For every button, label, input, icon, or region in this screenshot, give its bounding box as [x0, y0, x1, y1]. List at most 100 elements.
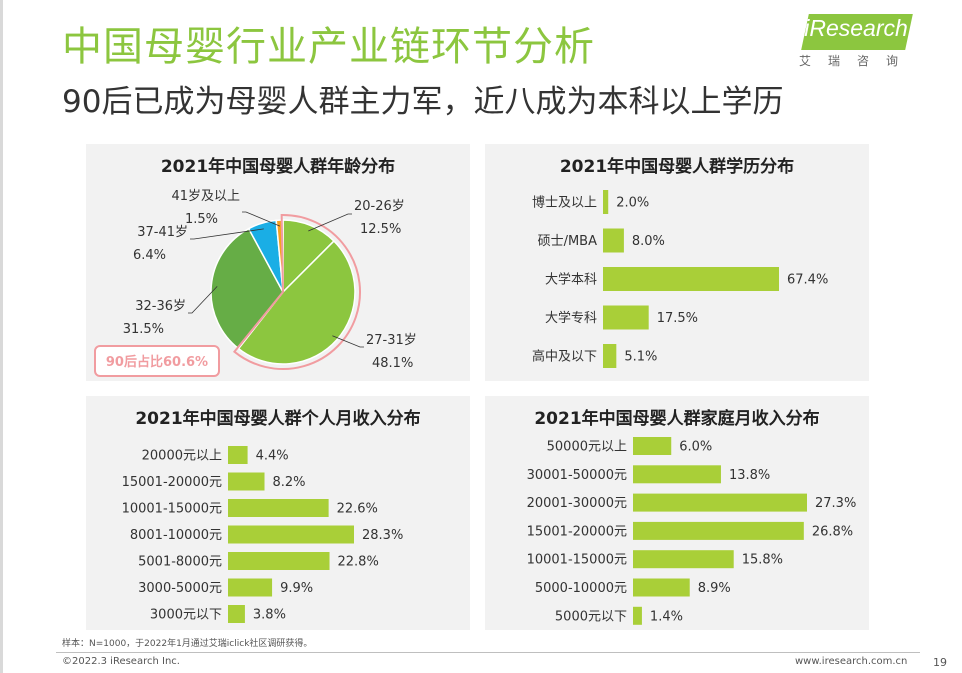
category-label: 50000元以上 — [547, 440, 627, 455]
website-link[interactable]: www.iresearch.com.cn — [795, 656, 908, 667]
left-rule — [0, 0, 3, 673]
category-label: 博士及以上 — [532, 196, 597, 211]
bar — [633, 550, 734, 569]
bar — [228, 525, 354, 544]
leader-line — [332, 335, 364, 348]
bar — [633, 521, 804, 540]
value-label: 1.4% — [650, 609, 683, 624]
education-chart-panel: 2021年中国母婴人群学历分布 博士及以上 2.0% 硕士/MBA 8.0% 大学本科 6… — [485, 144, 869, 381]
bar — [603, 267, 779, 291]
personal-income-chart-panel: 2021年中国母婴人群个人月收入分布 20000元以上 4.4% 15001-200… — [86, 396, 470, 630]
bar — [228, 578, 273, 597]
slice-value-label: 12.5% — [360, 222, 401, 237]
bar — [633, 437, 672, 455]
value-label: 26.8% — [812, 524, 853, 539]
value-label: 9.9% — [280, 581, 313, 596]
value-label: 5.1% — [624, 350, 657, 365]
value-label: 15.8% — [742, 553, 783, 568]
category-label: 3000-5000元 — [138, 581, 222, 596]
category-label: 高中及以下 — [532, 349, 597, 365]
iresearch-logo: iResearch 艾瑞咨询 — [797, 12, 915, 68]
category-label: 15001-20000元 — [122, 475, 222, 490]
category-label: 10001-15000元 — [527, 553, 627, 568]
category-label: 20000元以上 — [142, 449, 222, 464]
category-label: 大学本科 — [545, 272, 597, 288]
slice-category-label: 41岁及以上 — [171, 189, 240, 204]
annotation-text: 90后占比60.6% — [106, 354, 208, 370]
bar — [228, 499, 329, 517]
category-label: 5001-8000元 — [138, 555, 222, 570]
logo-subtext: 艾瑞咨询 — [799, 54, 916, 68]
bar — [603, 344, 617, 368]
personal-income-chart-title: 2021年中国母婴人群个人月收入分布 — [135, 409, 421, 429]
annotation-box — [94, 345, 220, 377]
slice-category-label: 37-41岁 — [137, 225, 188, 240]
personal-income-bar-chart: 20000元以上 4.4% 15001-20000元 8.2% 10001-15000元… — [122, 446, 403, 623]
slice-category-label: 27-31岁 — [366, 333, 417, 348]
family-income-bar-chart: 50000元以上 6.0% 30001-50000元 13.8% 20001-30000… — [527, 437, 856, 625]
category-label: 8001-10000元 — [130, 528, 222, 543]
logo-text: iResearch — [804, 15, 908, 41]
age-pie-chart: 20-26岁 12.5% 27-31岁 48.1% 32-36岁 31.5% 37-41岁 6… — [94, 189, 417, 377]
bar — [633, 606, 642, 625]
value-label: 8.9% — [698, 581, 731, 596]
sample-footnote: 样本：N=1000，于2022年1月通过艾瑞iclick社区调研获得。 — [62, 639, 313, 649]
bar — [633, 493, 807, 512]
value-label: 22.6% — [337, 502, 378, 517]
value-label: 4.4% — [256, 449, 289, 464]
slice-value-label: 6.4% — [133, 248, 166, 263]
education-chart-title: 2021年中国母婴人群学历分布 — [559, 157, 795, 177]
slice-value-label: 48.1% — [372, 356, 413, 371]
category-label: 10001-15000元 — [122, 502, 222, 517]
bar — [633, 465, 721, 484]
value-label: 3.8% — [253, 608, 286, 623]
copyright: ©2022.3 iResearch Inc. — [62, 656, 180, 667]
leader-line — [188, 286, 218, 314]
family-income-chart-panel: 2021年中国母婴人群家庭月收入分布 50000元以上 6.0% 30001-500… — [485, 396, 869, 630]
page-title: 中国母婴行业产业链环节分析 — [62, 24, 595, 70]
bar — [633, 578, 690, 597]
pie-slice — [237, 240, 356, 365]
bar — [228, 552, 330, 570]
value-label: 28.3% — [362, 528, 403, 543]
bar — [228, 472, 265, 491]
category-label: 30001-50000元 — [527, 468, 627, 483]
value-label: 8.0% — [632, 234, 665, 249]
age-chart-panel: 2021年中国母婴人群年龄分布 20-26岁 12.5% 27-31岁 48.1% 32… — [86, 144, 470, 381]
category-label: 15001-20000元 — [527, 524, 627, 539]
category-label: 5000元以下 — [555, 609, 627, 624]
leader-line — [308, 213, 352, 232]
category-label: 硕士/MBA — [538, 234, 598, 249]
bar — [228, 446, 248, 464]
value-label: 6.0% — [679, 440, 712, 455]
value-label: 22.8% — [338, 555, 379, 570]
value-label: 8.2% — [273, 475, 306, 490]
page-number: 19 — [933, 656, 947, 669]
page-subtitle: 90后已成为母婴人群主力军，近八成为本科以上学历 — [62, 84, 784, 120]
bar — [228, 605, 245, 623]
value-label: 17.5% — [657, 311, 698, 326]
age-chart-title: 2021年中国母婴人群年龄分布 — [160, 157, 396, 177]
category-label: 20001-30000元 — [527, 496, 627, 511]
category-label: 3000元以下 — [150, 608, 222, 623]
leader-line — [242, 211, 281, 227]
bar — [603, 190, 609, 214]
slice-category-label: 20-26岁 — [354, 199, 405, 214]
slice-category-label: 32-36岁 — [135, 299, 186, 314]
category-label: 5000-10000元 — [535, 581, 627, 596]
education-bar-chart: 博士及以上 2.0% 硕士/MBA 8.0% 大学本科 67.4% 大学专科 17.5% 高中及… — [532, 190, 828, 368]
slice-value-label: 1.5% — [185, 212, 218, 227]
leader-line — [190, 228, 264, 240]
category-label: 大学专科 — [545, 310, 597, 326]
bar — [603, 305, 649, 330]
footer-divider — [56, 652, 920, 653]
family-income-chart-title: 2021年中国母婴人群家庭月收入分布 — [534, 409, 820, 429]
slice-value-label: 31.5% — [123, 322, 164, 337]
value-label: 13.8% — [729, 468, 770, 483]
value-label: 27.3% — [815, 496, 856, 511]
pie-slice — [210, 227, 284, 350]
bar — [603, 228, 624, 253]
value-label: 67.4% — [787, 273, 828, 288]
value-label: 2.0% — [616, 196, 649, 211]
post90-highlight-outline — [232, 214, 362, 370]
